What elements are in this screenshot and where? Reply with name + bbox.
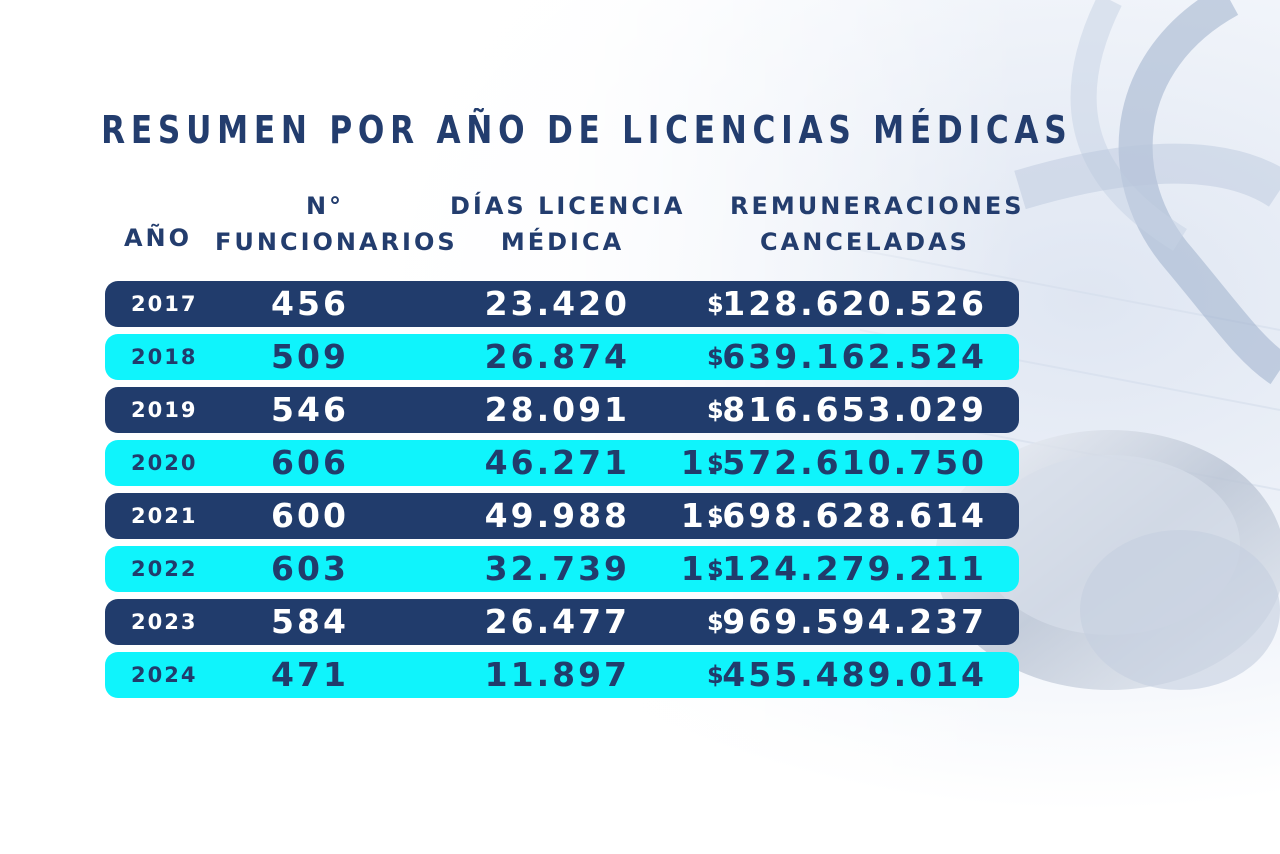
table-row: 2020 606 46.271 $1.572.610.750	[105, 440, 1019, 486]
cell-year: 2019	[131, 398, 198, 422]
cell-funcionarios: 471	[271, 655, 349, 694]
cell-funcionarios: 584	[271, 602, 349, 641]
header-rem-line1: REMUNERACIONES	[730, 192, 1025, 220]
cell-year: 2018	[131, 345, 198, 369]
cell-dias-licencia: 28.091	[484, 390, 630, 429]
cell-year: 2017	[131, 292, 198, 316]
header-dias-line2: MÉDICA	[500, 228, 625, 256]
cell-funcionarios: 600	[271, 496, 349, 535]
cell-remuneraciones: 969.594.237	[722, 602, 987, 641]
page-title: RESUMEN POR AÑO DE LICENCIAS MÉDICAS	[101, 108, 1073, 152]
cell-currency-symbol: $	[707, 343, 724, 371]
header-dias-line1: DÍAS LICENCIA	[450, 192, 686, 220]
header-year-label: AÑO	[123, 224, 193, 252]
cell-currency-symbol: $	[707, 396, 724, 424]
table-row: 2024 471 11.897 $455.489.014	[105, 652, 1019, 698]
header-funcionarios-line1: N°	[305, 192, 345, 220]
cell-remuneraciones: 1.572.610.750	[680, 443, 987, 482]
cell-year: 2020	[131, 451, 198, 475]
cell-dias-licencia: 26.477	[484, 602, 630, 641]
cell-currency-symbol: $	[707, 661, 724, 689]
cell-dias-licencia: 32.739	[484, 549, 630, 588]
cell-funcionarios: 456	[271, 284, 349, 323]
cell-funcionarios: 509	[271, 337, 349, 376]
table-row: 2017 456 23.420 $128.620.526	[105, 281, 1019, 327]
cell-remuneraciones: 639.162.524	[722, 337, 987, 376]
header-year: AÑO	[118, 220, 198, 256]
header-rem-line2: CANCELADAS	[760, 228, 970, 256]
cell-year: 2022	[131, 557, 198, 581]
table-row: 2018 509 26.874 $639.162.524	[105, 334, 1019, 380]
cell-funcionarios: 603	[271, 549, 349, 588]
cell-remuneraciones: 455.489.014	[722, 655, 987, 694]
cell-dias-licencia: 49.988	[484, 496, 630, 535]
header-remuneraciones: REMUNERACIONES CANCELADAS	[730, 188, 1025, 260]
table-row: 2019 546 28.091 $816.653.029	[105, 387, 1019, 433]
cell-remuneraciones: 816.653.029	[722, 390, 987, 429]
cell-currency-symbol: $	[707, 449, 724, 477]
cell-dias-licencia: 46.271	[484, 443, 630, 482]
header-dias-licencia: DÍAS LICENCIA MÉDICA	[450, 188, 686, 260]
cell-remuneraciones: 1.124.279.211	[680, 549, 987, 588]
header-funcionarios: N° FUNCIONARIOS	[215, 188, 458, 260]
cell-remuneraciones: 1.698.628.614	[680, 496, 987, 535]
cell-currency-symbol: $	[707, 608, 724, 636]
cell-dias-licencia: 23.420	[484, 284, 630, 323]
cell-funcionarios: 546	[271, 390, 349, 429]
table-row: 2023 584 26.477 $969.594.237	[105, 599, 1019, 645]
cell-currency-symbol: $	[707, 555, 724, 583]
data-table: 2017 456 23.420 $128.620.526 2018 509 26.874 $6…	[105, 281, 1019, 705]
cell-dias-licencia: 11.897	[484, 655, 630, 694]
cell-currency-symbol: $	[707, 290, 724, 318]
cell-dias-licencia: 26.874	[484, 337, 630, 376]
cell-year: 2021	[131, 504, 198, 528]
cell-year: 2023	[131, 610, 198, 634]
table-row: 2022 603 32.739 $1.124.279.211	[105, 546, 1019, 592]
cell-year: 2024	[131, 663, 198, 687]
cell-remuneraciones: 128.620.526	[722, 284, 987, 323]
table-row: 2021 600 49.988 $1.698.628.614	[105, 493, 1019, 539]
cell-currency-symbol: $	[707, 502, 724, 530]
header-funcionarios-line2: FUNCIONARIOS	[215, 228, 458, 256]
cell-funcionarios: 606	[271, 443, 349, 482]
